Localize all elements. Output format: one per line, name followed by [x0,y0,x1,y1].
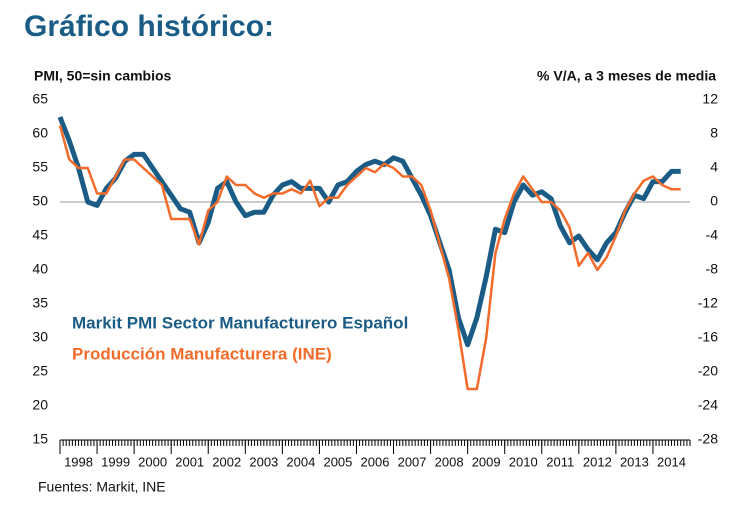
x-tick-label: 2000 [138,454,167,469]
chart-title: Gráfico histórico: [24,10,274,43]
y-tick-label: 25 [32,363,48,379]
x-tick-label: 2011 [546,454,574,469]
x-tick-label: 2014 [657,454,686,469]
y2-tick-label: 4 [710,159,718,175]
y2-tick-label: -16 [698,329,718,345]
y2-tick-label: -24 [698,397,718,413]
y-tick-label: 45 [32,227,48,243]
x-tick-label: 1998 [64,454,93,469]
x-tick-label: 2008 [435,454,464,469]
y2-tick-label: 12 [702,91,718,107]
y-tick-label: 20 [32,397,48,413]
y2-tick-label: 0 [710,193,718,209]
y-tick-label: 60 [32,125,48,141]
x-tick-label: 2007 [398,454,427,469]
y2-axis-label: % V/A, a 3 meses de media [537,68,716,84]
x-tick-label: 2001 [175,454,204,469]
y-tick-label: 55 [32,159,48,175]
y-tick-label: 30 [32,329,48,345]
y2-tick-label: -8 [706,261,719,277]
x-tick-label: 2009 [472,454,501,469]
x-tick-label: 2004 [286,454,315,469]
y2-tick-label: -20 [698,363,718,379]
x-tick-label: 2002 [212,454,241,469]
y-tick-label: 35 [32,295,48,311]
y2-tick-label: -4 [706,227,719,243]
x-tick-label: 2012 [583,454,612,469]
x-tick-label: 1999 [101,454,130,469]
x-tick-label: 2003 [249,454,278,469]
y-tick-label: 15 [32,431,48,447]
x-tick-label: 2010 [509,454,538,469]
y2-tick-label: -28 [698,431,718,447]
y2-tick-label: -12 [698,295,718,311]
legend-label: Producción Manufacturera (INE) [72,344,332,363]
series-line [57,116,681,348]
legend-label: Markit PMI Sector Manufacturero Español [72,313,408,332]
series-line [58,125,681,391]
y-tick-label: 40 [32,261,48,277]
y-axis-label: PMI, 50=sin cambios [34,68,172,84]
y-tick-label: 65 [32,91,48,107]
y2-tick-label: 8 [710,125,718,141]
x-tick-label: 2006 [361,454,390,469]
x-tick-label: 2013 [620,454,649,469]
x-tick-label: 2005 [323,454,352,469]
y-tick-label: 50 [32,193,48,209]
source: Fuentes: Markit, INE [38,479,166,495]
